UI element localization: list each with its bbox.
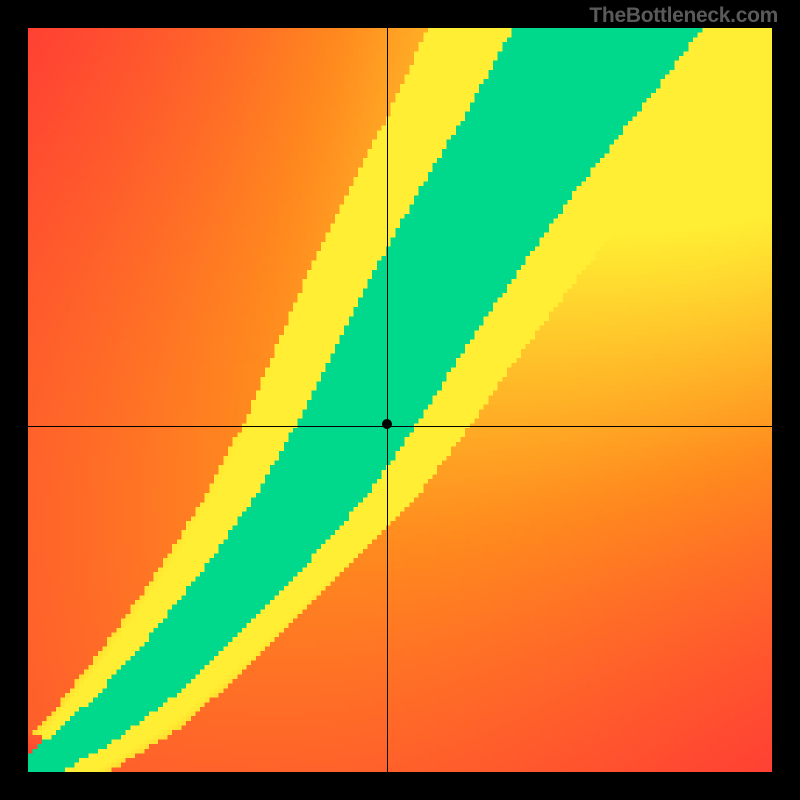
heatmap-canvas [28,28,772,772]
plot-area [28,28,772,772]
crosshair-vertical [387,28,388,772]
watermark-text: TheBottleneck.com [589,4,778,28]
marker-dot [382,419,392,429]
crosshair-horizontal [28,426,772,427]
